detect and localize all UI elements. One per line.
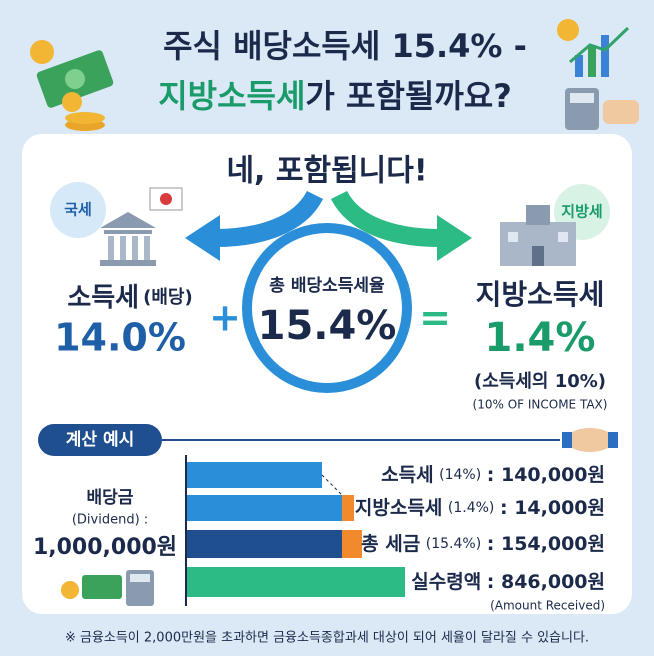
example-heading: 계산 예시 xyxy=(66,430,134,450)
national-label-main: 소득세 xyxy=(67,283,139,313)
title-line-1: 주식 배당소득세 15.4% - xyxy=(163,27,527,65)
local-note-en: (10% OF INCOME TAX) xyxy=(473,398,608,412)
blue-arrow xyxy=(214,190,324,247)
total-ring xyxy=(242,223,412,393)
handshake-icon xyxy=(562,428,618,452)
title-rest: 가 포함될까요? xyxy=(305,77,511,115)
national-label: 소득세 (배당) xyxy=(67,283,192,313)
national-label-sub: (배당) xyxy=(143,287,193,308)
total-label: 총 배당소득세율 xyxy=(269,276,385,296)
national-rate: 14.0% xyxy=(54,316,186,360)
bar-decor xyxy=(342,530,362,558)
green-arrowhead xyxy=(437,215,472,261)
row-amount: : 14,000원 xyxy=(500,497,605,519)
base-label: 배당금 xyxy=(87,488,134,508)
title-line-2: 지방소득세가 포함될까요? xyxy=(158,77,512,115)
base-label-en: (Dividend) : xyxy=(72,513,148,528)
money-icon xyxy=(30,40,114,131)
base-amount: 1,000,000원 xyxy=(33,535,177,560)
received-en: (Amount Received) xyxy=(490,599,605,613)
bar-decor xyxy=(187,495,342,521)
local-rate: 1.4% xyxy=(485,315,596,361)
total-rate: 15.4% xyxy=(258,303,397,349)
national-badge xyxy=(50,182,106,238)
connector xyxy=(321,474,343,496)
local-badge-text: 지방세 xyxy=(561,203,602,221)
row-rate: (1.4%) xyxy=(448,500,495,516)
row-label: 실수령액 xyxy=(411,571,481,593)
equals: = xyxy=(419,296,451,340)
local-note: (소득세의 10%) xyxy=(474,371,606,392)
national-badge-text: 국세 xyxy=(64,201,92,219)
row-amount: : 154,000원 xyxy=(487,533,605,555)
money-calculator-icon xyxy=(61,570,154,606)
answer: 네, 포함됩니다! xyxy=(226,154,427,189)
bank-icon xyxy=(100,187,183,266)
bar-decor xyxy=(187,567,405,597)
green-arrow xyxy=(330,190,441,247)
example-rows: 소득세 (14%) : 140,000원 지방소득세 (1.4%) : 14,0… xyxy=(355,464,605,593)
example-row: 지방소득세 (1.4%) : 14,000원 xyxy=(355,497,605,519)
row-label: 지방소득세 xyxy=(355,497,442,519)
local-label: 지방소득세 xyxy=(476,278,605,311)
example-row: 총 세금 (15.4%) : 154,000원 xyxy=(361,533,605,555)
row-rate: (14%) xyxy=(439,467,481,483)
chart-icon xyxy=(557,19,639,130)
example-row: 소득세 (14%) : 140,000원 xyxy=(381,464,605,486)
row-label: 총 세금 xyxy=(361,533,420,555)
plus: + xyxy=(209,296,241,340)
blue-arrowhead xyxy=(185,215,220,261)
example-row: 실수령액 : 846,000원 xyxy=(411,571,605,593)
footnote: ※ 금융소득이 2,000만원을 초과하면 금융소득종합과세 대상이 되어 세율… xyxy=(65,631,589,646)
building-icon xyxy=(500,205,576,266)
row-label: 소득세 xyxy=(381,464,433,486)
row-amount: : 846,000원 xyxy=(487,571,605,593)
row-rate: (15.4%) xyxy=(426,536,481,552)
title-highlight: 지방소득세 xyxy=(158,77,305,115)
bar-decor xyxy=(342,495,354,521)
bar-decor xyxy=(187,462,322,488)
example-pill xyxy=(38,424,162,456)
bar-decor xyxy=(187,530,342,558)
row-amount: : 140,000원 xyxy=(487,464,605,486)
